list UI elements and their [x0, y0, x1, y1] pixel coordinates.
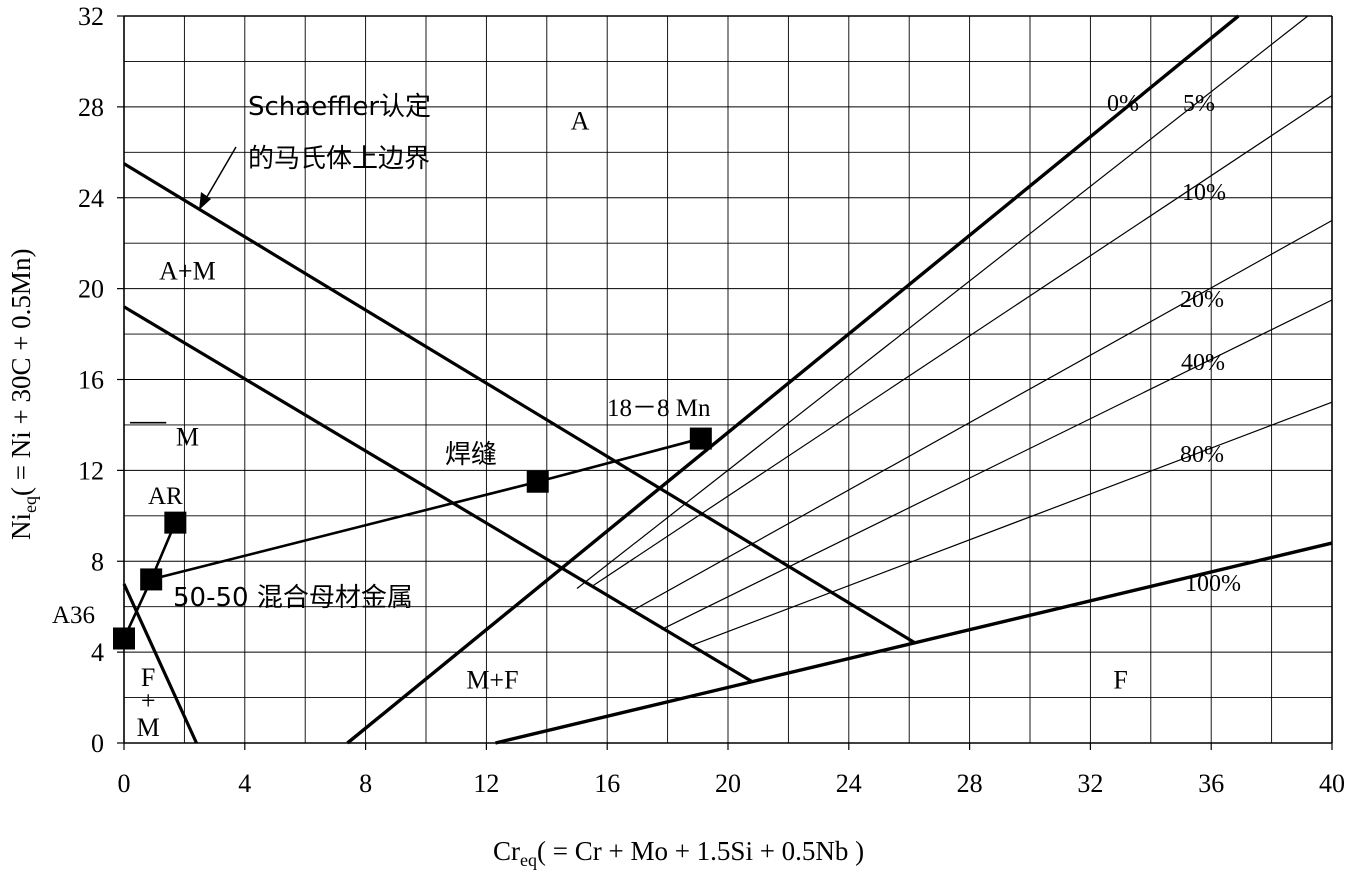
- y-tick-label: 16: [78, 366, 104, 395]
- data-point-marker: [689, 427, 712, 450]
- region-label: M: [137, 713, 160, 742]
- x-axis-title: Creq( = Cr + Mo + 1.5Si + 0.5Nb ): [493, 836, 864, 870]
- ferrite-percent-label: 100%: [1185, 571, 1241, 597]
- ferrite-line: [591, 95, 1333, 587]
- x-tick-label: 4: [238, 769, 251, 798]
- ferrite-percent-label: 10%: [1182, 180, 1226, 206]
- x-tick-label: 20: [715, 769, 741, 798]
- data-point-marker: [164, 511, 187, 534]
- schaeffler-annotation-line1: Schaeffler认定: [248, 92, 431, 122]
- y-tick-label: 8: [91, 547, 104, 576]
- schaeffler-arrow-head: [199, 192, 211, 210]
- y-tick-label: 12: [78, 456, 104, 485]
- x-axis-title-main: Cr: [493, 836, 520, 866]
- x-tick-label: 32: [1077, 769, 1103, 798]
- phase-boundary-line: [123, 162, 917, 645]
- x-axis-title-sub: eq: [520, 850, 537, 870]
- region-label: F: [1113, 665, 1127, 694]
- data-point-label: AR: [148, 483, 183, 510]
- phase-boundary-line: [123, 305, 753, 684]
- ferrite-line: [346, 14, 1240, 745]
- y-tick-label: 4: [91, 638, 104, 667]
- mix-annotation: 50-50 混合母材金属: [173, 583, 413, 613]
- x-axis-title-rest: ( = Cr + Mo + 1.5Si + 0.5Nb ): [537, 836, 864, 866]
- grid: [123, 15, 1333, 744]
- y-tick-label: 28: [78, 93, 104, 122]
- ferrite-line: [576, 15, 1309, 589]
- ferrite-line: [661, 299, 1333, 630]
- data-point-label: 18－8 Mn: [607, 395, 711, 422]
- region-label: F: [141, 663, 155, 692]
- region-label: M+F: [466, 665, 518, 694]
- y-axis-title-main: Ni: [6, 513, 36, 540]
- region-label: A+M: [159, 256, 216, 285]
- y-tick-label: 20: [78, 275, 104, 304]
- y-tick-label: 0: [91, 729, 104, 758]
- ticks: 0 4 8 12 16 20 24 28 32 36 40 0 4 8 12 16 20 24 28 32: [78, 2, 1345, 798]
- ferrite-percent-label: 80%: [1180, 442, 1224, 468]
- data-point-label: A36: [52, 602, 95, 629]
- region-label: M: [176, 422, 199, 451]
- data-point-marker: [113, 627, 135, 650]
- x-tick-label: 8: [359, 769, 372, 798]
- x-tick-label: 12: [473, 769, 499, 798]
- x-tick-label: 28: [957, 769, 983, 798]
- y-axis-title-sub: eq: [20, 496, 40, 513]
- ferrite-line: [691, 401, 1333, 646]
- region-label: A: [571, 107, 590, 136]
- x-tick-label: 0: [118, 769, 131, 798]
- data-point-marker: [140, 568, 163, 591]
- x-tick-label: 24: [836, 769, 862, 798]
- data-series: [113, 427, 712, 650]
- schaeffler-annotation-line2: 的马氏体上边界: [248, 144, 430, 174]
- y-tick-label: 32: [78, 2, 104, 31]
- ferrite-line: [631, 219, 1333, 612]
- y-axis-title: Nieq( = Ni + 30C + 0.5Mn): [6, 249, 40, 540]
- y-axis-title-rest: ( = Ni + 30C + 0.5Mn): [6, 249, 36, 496]
- region-label: +: [141, 686, 156, 715]
- x-tick-label: 16: [594, 769, 620, 798]
- ferrite-percent-label: 40%: [1181, 350, 1225, 376]
- y-tick-label: 24: [78, 184, 104, 213]
- x-tick-label: 36: [1198, 769, 1224, 798]
- ferrite-percent-label: 0%: [1107, 91, 1139, 117]
- ferrite-percent-label: 5%: [1183, 91, 1215, 117]
- x-tick-label: 40: [1319, 769, 1345, 798]
- ferrite-percent-label: 20%: [1180, 287, 1224, 313]
- weld-annotation: 焊缝: [445, 440, 497, 470]
- data-point-marker: [526, 470, 549, 493]
